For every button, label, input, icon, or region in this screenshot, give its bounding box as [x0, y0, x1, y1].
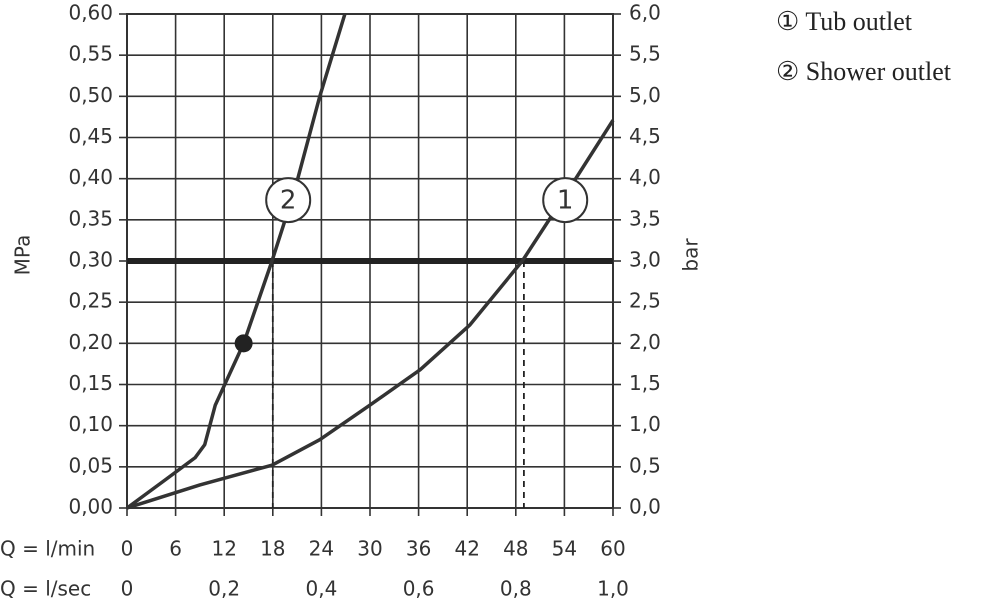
y-tick-label: 0,05	[68, 453, 113, 477]
y-tick-label: 0,25	[68, 289, 113, 313]
x2-tick-label: 0,8	[500, 577, 532, 601]
x-tick-label: 60	[600, 537, 625, 561]
x-tick-label: 30	[357, 537, 382, 561]
y-tick-label: 0,45	[68, 124, 113, 148]
x-tick-label: 48	[503, 537, 528, 561]
y2-tick-label: 0,5	[629, 453, 661, 477]
y2-tick-label: 1,5	[629, 371, 661, 395]
x-tick-label: 18	[260, 537, 285, 561]
y-tick-label: 0,10	[68, 412, 113, 436]
line	[126, 119, 615, 510]
y-tick-label: 0,40	[68, 165, 113, 189]
y2-tick-label: 5,5	[629, 42, 661, 66]
y-tick-label: 0,55	[68, 42, 113, 66]
x-tick-label: 12	[211, 537, 236, 561]
y2-tick-label: 3,0	[629, 248, 661, 272]
line	[125, 13, 347, 510]
x-tick-label: 36	[406, 537, 431, 561]
y2-axis-label: bar	[679, 238, 703, 272]
x-tick-label: 0	[121, 537, 134, 561]
x2-tick-label: 1,0	[597, 577, 629, 601]
x-tick-label: 6	[169, 537, 182, 561]
x2-tick-label: 0,2	[208, 577, 240, 601]
y2-tick-label: 3,5	[629, 206, 661, 230]
curve-label: 1	[557, 186, 574, 216]
x-tick-label: 54	[552, 537, 577, 561]
x2-tick-label: 0	[121, 577, 134, 601]
y2-tick-label: 1,0	[629, 412, 661, 436]
y2-tick-label: 2,5	[629, 289, 661, 313]
point	[234, 334, 253, 353]
curve-label-circle	[542, 177, 589, 224]
curve-label: 2	[280, 186, 297, 216]
x2-tick-label: 0,4	[305, 577, 337, 601]
y-tick-label: 0,20	[68, 330, 113, 354]
x-tick-label: 42	[454, 537, 479, 561]
y2-tick-label: 2,0	[629, 330, 661, 354]
y2-tick-label: 4,5	[629, 124, 661, 148]
x-tick-label: 24	[309, 537, 334, 561]
y2-tick-label: 6,0	[629, 1, 661, 25]
y2-tick-label: 5,0	[629, 83, 661, 107]
x2-axis-label: Q = l/sec	[0, 577, 91, 601]
y-tick-label: 0,60	[68, 1, 113, 25]
x-axis-label: Q = l/min	[0, 537, 95, 561]
y-tick-label: 0,35	[68, 206, 113, 230]
legend-entry: ① Tub outlet	[776, 7, 913, 36]
y-tick-label: 0,15	[68, 371, 113, 395]
y-tick-label: 0,30	[68, 248, 113, 272]
x2-tick-label: 0,6	[403, 577, 435, 601]
y-axis-label: MPa	[11, 235, 35, 276]
y-tick-label: 0,50	[68, 83, 113, 107]
legend-entry: ② Shower outlet	[776, 57, 952, 86]
y2-tick-label: 0,0	[629, 495, 661, 519]
y2-tick-label: 4,0	[629, 165, 661, 189]
y-tick-label: 0,00	[68, 495, 113, 519]
curve-label-circle	[265, 177, 312, 224]
